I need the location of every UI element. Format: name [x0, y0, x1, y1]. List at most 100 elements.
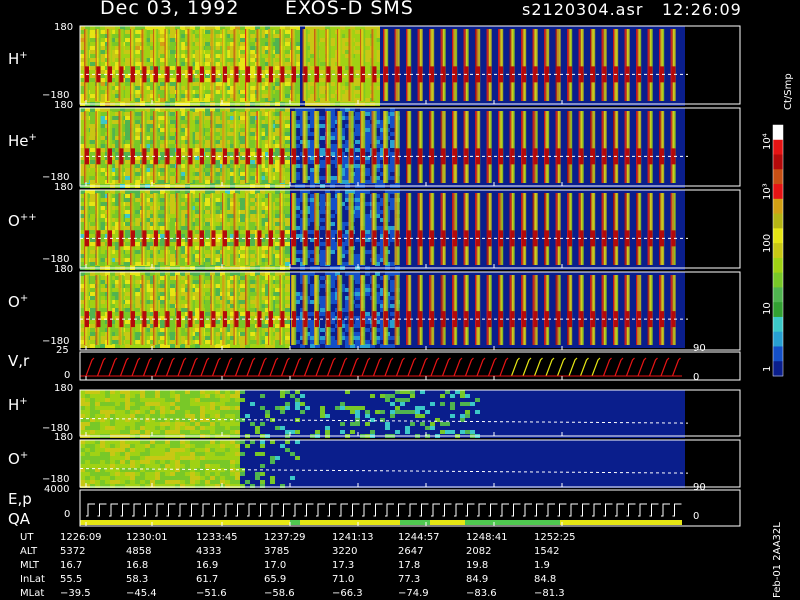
heatmap-cell	[525, 108, 530, 112]
heatmap-cell	[410, 38, 415, 42]
heatmap-cell	[410, 164, 415, 168]
heatmap-cell	[135, 120, 140, 124]
heatmap-cell	[190, 108, 195, 112]
heatmap-cell	[400, 78, 405, 82]
heatmap-cell	[225, 172, 230, 176]
pitch-angle-band	[501, 29, 504, 101]
heatmap-cell	[610, 108, 615, 112]
heatmap-cell	[340, 132, 345, 136]
heatmap-cell	[540, 140, 545, 144]
heatmap-cell	[265, 180, 270, 184]
pitch-angle-band	[131, 29, 133, 101]
heatmap-cell	[310, 62, 315, 66]
heatmap-cell	[195, 160, 200, 164]
heatmap-cell	[435, 128, 440, 132]
heatmap-cell	[320, 82, 325, 86]
heatmap-cell	[115, 42, 120, 46]
heatmap-cell	[340, 180, 345, 184]
heatmap-cell	[145, 176, 150, 180]
heatmap-cell	[310, 128, 315, 132]
heatmap-cell	[260, 82, 265, 86]
heatmap-cell	[460, 164, 465, 168]
heatmap-cell	[80, 140, 85, 144]
heatmap-cell	[280, 108, 285, 112]
heatmap-cell	[250, 172, 255, 176]
heatmap-cell	[100, 50, 105, 54]
heatmap-cell	[460, 172, 465, 176]
pitch-angle-band	[337, 29, 339, 101]
heatmap-cell	[295, 30, 300, 34]
heatmap-cell	[100, 34, 105, 38]
heatmap-cell	[250, 144, 255, 148]
heatmap-cell	[505, 54, 510, 58]
pitch-angle-band	[511, 29, 514, 101]
heatmap-cell	[640, 42, 645, 46]
heatmap-cell	[225, 66, 230, 70]
heatmap-cell	[275, 90, 280, 94]
heatmap-cell	[410, 176, 415, 180]
heatmap-cell	[585, 34, 590, 38]
heatmap-cell	[480, 124, 485, 128]
heatmap-cell	[265, 108, 270, 112]
heatmap-cell	[150, 38, 155, 42]
heatmap-cell	[410, 62, 415, 66]
heatmap-cell	[250, 116, 255, 120]
heatmap-cell	[630, 42, 635, 46]
heatmap-cell	[110, 46, 115, 50]
heatmap-cell	[660, 26, 665, 30]
heatmap-cell	[605, 132, 610, 136]
heatmap-cell	[205, 116, 210, 120]
heatmap-cell	[80, 144, 85, 148]
heatmap-cell	[605, 172, 610, 176]
heatmap-cell	[135, 30, 140, 34]
heatmap-cell	[405, 26, 410, 30]
heatmap-cell	[505, 62, 510, 66]
heatmap-cell	[310, 140, 315, 144]
heatmap-cell	[205, 180, 210, 184]
heatmap-cell	[425, 172, 430, 176]
heatmap-cell	[135, 54, 140, 58]
heatmap-cell	[435, 46, 440, 50]
heatmap-cell	[125, 164, 130, 168]
pitch-angle-band	[398, 29, 400, 101]
heatmap-cell	[80, 112, 85, 116]
heatmap-cell	[425, 74, 430, 78]
heatmap-cell	[215, 82, 220, 86]
heatmap-cell	[160, 38, 165, 42]
heatmap-cell	[680, 34, 685, 38]
heatmap-cell	[470, 82, 475, 86]
heatmap-cell	[445, 58, 450, 62]
heatmap-cell	[330, 66, 335, 70]
heatmap-cell	[340, 152, 345, 156]
heatmap-cell	[655, 136, 660, 140]
pitch-angle-band	[132, 29, 134, 101]
heatmap-cell	[295, 140, 300, 144]
pitch-angle-band	[579, 29, 582, 101]
heatmap-cell	[400, 98, 405, 102]
heatmap-cell	[265, 124, 270, 128]
heatmap-cell	[285, 50, 290, 54]
pitch-angle-band	[568, 29, 570, 101]
heatmap-cell	[265, 26, 270, 30]
heatmap-cell	[285, 62, 290, 66]
heatmap-cell	[630, 120, 635, 124]
heatmap-cell	[135, 82, 140, 86]
heatmap-cell	[230, 132, 235, 136]
heatmap-cell	[230, 168, 235, 172]
pitch-angle-band	[340, 29, 343, 101]
heatmap-cell	[435, 82, 440, 86]
heatmap-cell	[115, 66, 120, 70]
pitch-angle-band	[418, 29, 421, 101]
heatmap-cell	[330, 86, 335, 90]
heatmap-cell	[390, 180, 395, 184]
heatmap-cell	[205, 98, 210, 102]
pitch-angle-band	[500, 29, 502, 101]
heatmap-cell	[150, 42, 155, 46]
heatmap-cell	[435, 180, 440, 184]
heatmap-cell	[375, 164, 380, 168]
heatmap-cell	[320, 74, 325, 78]
heatmap-cell	[630, 94, 635, 98]
peak-flux-mark	[418, 66, 423, 83]
heatmap-cell	[275, 94, 280, 98]
heatmap-cell	[640, 116, 645, 120]
